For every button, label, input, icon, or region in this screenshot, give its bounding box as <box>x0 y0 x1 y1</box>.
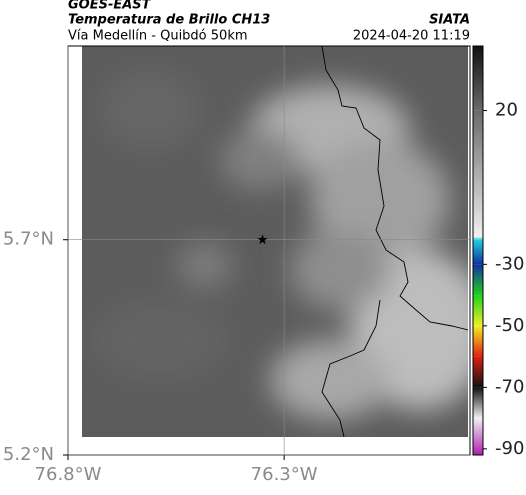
colorbar-frame <box>472 45 484 456</box>
colorbar-tick-label: -90 <box>495 438 524 459</box>
colorbar-tick-label: 20 <box>495 100 518 121</box>
colorbar-segment <box>473 295 483 326</box>
title: GOES-EAST <box>68 0 152 13</box>
colorbar-segment <box>473 418 483 455</box>
datetime: 2024-04-20 11:19 <box>353 29 470 44</box>
y-tick-label: 5.2°N <box>3 444 54 465</box>
colorbar-segment <box>473 356 483 388</box>
colorbar-segment <box>473 236 483 240</box>
colorbar-tick-label: -30 <box>495 253 524 274</box>
cloud-texture <box>90 70 468 420</box>
colorbar-segment <box>473 325 483 357</box>
satellite-field <box>82 46 468 437</box>
colorbar-segment <box>473 239 483 265</box>
colorbar-tick-label: -50 <box>495 315 524 336</box>
colorbar-segment <box>473 46 483 111</box>
border-lines <box>321 46 468 437</box>
colorbar-segment <box>473 387 483 419</box>
colorbar-tick-label: -70 <box>495 376 524 397</box>
colorbar-segment <box>473 264 483 296</box>
colorbar-segment <box>473 110 483 237</box>
x-tick-label: 76.8°W <box>35 464 102 485</box>
location-marker <box>257 234 268 245</box>
region: Vía Medellín - Quibdó 50km <box>68 29 248 44</box>
subtitle: Temperatura de Brillo CH13 <box>68 13 270 28</box>
x-tick-label: 76.3°W <box>251 464 318 485</box>
y-tick-label: 5.7°N <box>3 229 54 250</box>
source: SIATA <box>429 13 470 28</box>
